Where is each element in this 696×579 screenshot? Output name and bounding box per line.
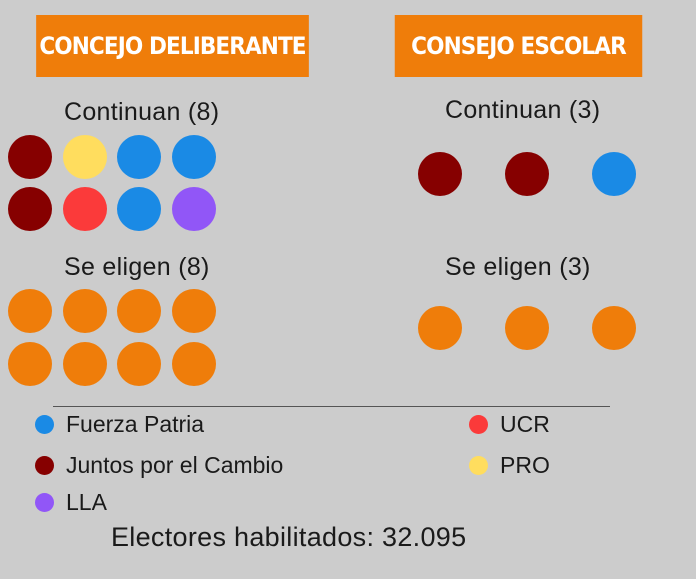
seat-dot	[418, 152, 462, 196]
concejo-deliberante-header: CONCEJO DELIBERANTE	[36, 15, 309, 77]
legend-label: Juntos por el Cambio	[66, 452, 284, 478]
legend-label: PRO	[500, 452, 550, 478]
legend-item-lla: LLA	[35, 489, 107, 516]
seat-dot-pending	[63, 289, 107, 333]
fuerza-patria-swatch-icon	[35, 415, 54, 434]
seat-dot-pending	[117, 289, 161, 333]
seat-dot	[172, 135, 216, 179]
legend-label: UCR	[500, 411, 550, 437]
seat-dot-pending	[172, 342, 216, 386]
consejo-se-eligen-label: Se eligen (3)	[445, 253, 591, 281]
seat-dot	[117, 135, 161, 179]
seat-dot	[117, 187, 161, 231]
concejo-se-eligen-label: Se eligen (8)	[64, 253, 210, 281]
legend-label: Fuerza Patria	[66, 411, 205, 437]
seat-dot-pending	[63, 342, 107, 386]
ucr-swatch-icon	[469, 415, 488, 434]
concejo-continuan-label: Continuan (8)	[64, 98, 220, 126]
seat-dot-pending	[418, 306, 462, 350]
seat-dot-pending	[172, 289, 216, 333]
seat-dot	[505, 152, 549, 196]
pro-swatch-icon	[469, 456, 488, 475]
legend-item-fuerza-patria: Fuerza Patria	[35, 411, 204, 438]
seat-dot	[63, 135, 107, 179]
seat-dot-pending	[117, 342, 161, 386]
electores-habilitados: Electores habilitados: 32.095	[111, 522, 467, 552]
seat-dot	[592, 152, 636, 196]
juntos-por-el-cambio-swatch-icon	[35, 456, 54, 475]
seat-dot-pending	[592, 306, 636, 350]
legend-item-juntos-por-el-cambio: Juntos por el Cambio	[35, 452, 283, 479]
consejo-escolar-header: CONSEJO ESCOLAR	[394, 15, 643, 77]
seat-dot	[172, 187, 216, 231]
legend-item-pro: PRO	[469, 452, 550, 479]
legend-divider	[53, 406, 610, 407]
legend-label: LLA	[66, 489, 107, 515]
seat-dot-pending	[8, 342, 52, 386]
seat-dot	[63, 187, 107, 231]
legend-item-ucr: UCR	[469, 411, 550, 438]
seat-dot	[8, 135, 52, 179]
seat-dot-pending	[505, 306, 549, 350]
seat-dot-pending	[8, 289, 52, 333]
lla-swatch-icon	[35, 493, 54, 512]
seat-dot	[8, 187, 52, 231]
consejo-continuan-label: Continuan (3)	[445, 96, 601, 124]
